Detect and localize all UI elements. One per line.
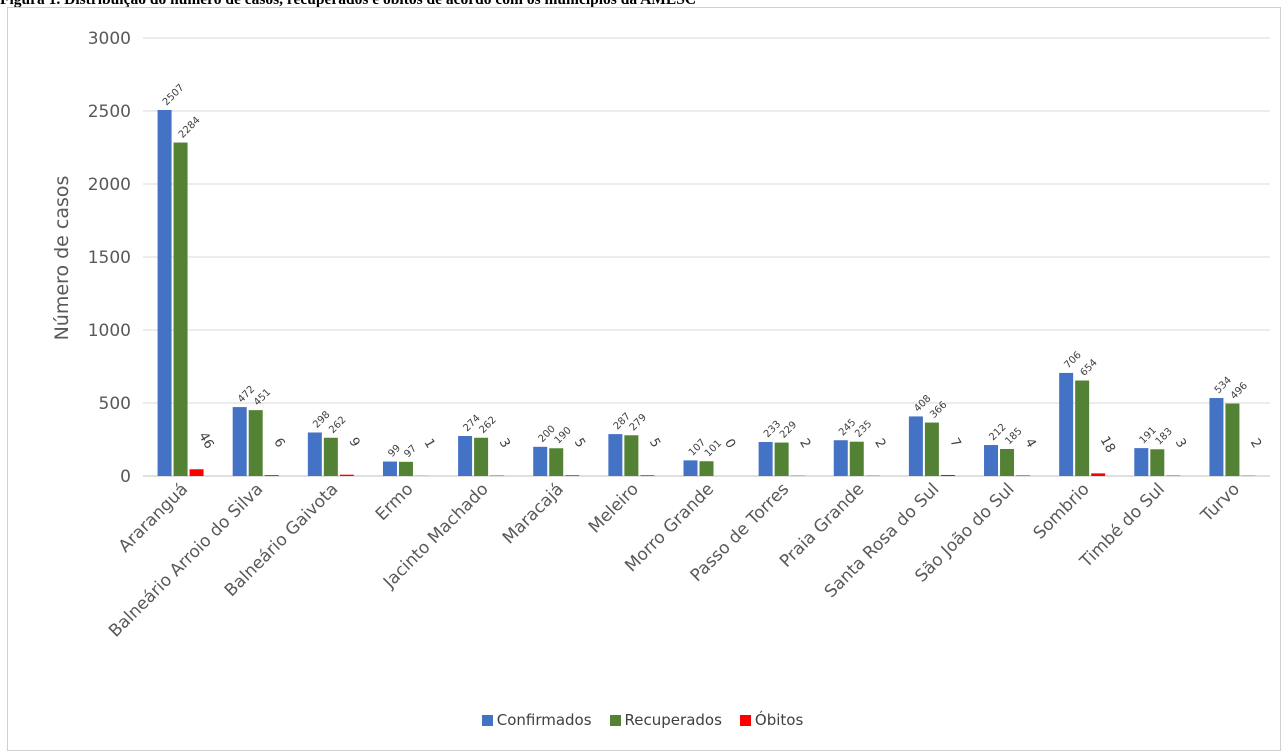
data-label: 7 [946, 435, 963, 450]
bars [157, 109, 1256, 476]
y-tick-label: 2500 [88, 102, 131, 122]
data-label: 1 [421, 436, 438, 451]
data-label: 0 [721, 437, 738, 452]
data-label: 107 [687, 437, 708, 458]
bar [323, 437, 338, 476]
y-axis-title: Número de casos [51, 176, 73, 341]
figure-title: Figura 1. Distribuição do número de caso… [0, 0, 1285, 9]
bar [624, 435, 639, 476]
bar [908, 416, 923, 476]
bar [940, 474, 955, 476]
x-category-label: Turvo [1197, 479, 1244, 526]
legend-label: Confirmados [496, 711, 592, 729]
x-category-label: Araranguá [115, 479, 192, 556]
bar [248, 410, 263, 476]
legend-swatch [609, 714, 621, 726]
legend-label: Óbitos [754, 711, 804, 729]
bar [398, 461, 413, 476]
bar [833, 440, 848, 476]
data-label: 2284 [177, 115, 203, 141]
y-tick-label: 500 [99, 394, 131, 414]
bar [1225, 403, 1240, 476]
bar [1075, 380, 1090, 476]
data-label: 46 [195, 430, 216, 452]
y-axis: 0 500 1000 1500 2000 2500 3000 [88, 29, 131, 487]
y-tick-label: 1500 [88, 248, 131, 268]
bar [1209, 398, 1224, 476]
bar [849, 441, 864, 476]
y-tick-label: 0 [120, 467, 131, 487]
data-label: 2 [1247, 436, 1264, 451]
bar [640, 475, 655, 476]
bar [699, 461, 714, 476]
data-label: 262 [477, 415, 498, 436]
bar [1091, 473, 1106, 476]
bar [157, 109, 172, 476]
bar [173, 142, 188, 476]
legend-swatch [481, 714, 493, 726]
data-label: 190 [553, 425, 574, 446]
bar [307, 432, 322, 476]
data-label: 3 [496, 436, 513, 451]
data-label: 9 [345, 435, 362, 450]
data-label: 654 [1079, 357, 1100, 378]
bar [1000, 448, 1015, 476]
y-tick-label: 3000 [88, 29, 131, 49]
data-label: 18 [1097, 434, 1118, 456]
bar [565, 475, 580, 476]
data-label: 5 [646, 436, 663, 451]
bar [1059, 372, 1074, 476]
data-label: 99 [386, 443, 403, 460]
data-label: 229 [778, 419, 799, 440]
bar [1150, 449, 1165, 476]
bar [533, 446, 548, 476]
bar [683, 460, 698, 476]
legend: Confirmados Recuperados Óbitos [0, 708, 1285, 732]
data-label: 4 [1022, 436, 1039, 451]
x-category-label: Ermo [372, 479, 418, 525]
bar [189, 469, 204, 476]
bar [549, 448, 564, 476]
legend-swatch [739, 714, 751, 726]
data-label: 183 [1154, 426, 1175, 447]
bar [1134, 448, 1149, 476]
bar [232, 407, 247, 476]
y-tick-label: 2000 [88, 175, 131, 195]
legend-item-recuperados: Recuperados [609, 711, 722, 729]
y-tick-label: 1000 [88, 321, 131, 341]
legend-item-obitos: Óbitos [739, 711, 804, 729]
bar [264, 475, 279, 476]
legend-label: Recuperados [624, 711, 722, 729]
x-category-label: Balneário Arroio do Silva [105, 479, 267, 641]
x-category-label: Sombrio [1030, 479, 1094, 543]
data-label: 5 [571, 436, 588, 451]
gridlines [143, 37, 1270, 477]
bar [474, 437, 489, 476]
bar [608, 434, 623, 476]
x-category-label: Maracajá [499, 479, 568, 548]
bar [339, 474, 354, 476]
bar [458, 435, 473, 476]
bar [382, 461, 397, 476]
x-category-label: Meleiro [585, 479, 643, 537]
data-label: 279 [628, 412, 649, 433]
bar [1016, 475, 1031, 476]
bar [924, 422, 939, 476]
data-label: 6 [270, 436, 287, 451]
data-label: 101 [703, 438, 724, 459]
bar [984, 445, 999, 476]
data-label: 3 [1172, 436, 1189, 451]
legend-item-confirmados: Confirmados [481, 711, 592, 729]
data-label: 2 [871, 436, 888, 451]
bar [758, 441, 773, 476]
bar [774, 442, 789, 476]
data-label: 2507 [161, 82, 187, 108]
data-label: 235 [853, 419, 874, 440]
data-label: 97 [402, 443, 419, 460]
data-label: 2 [796, 436, 813, 451]
